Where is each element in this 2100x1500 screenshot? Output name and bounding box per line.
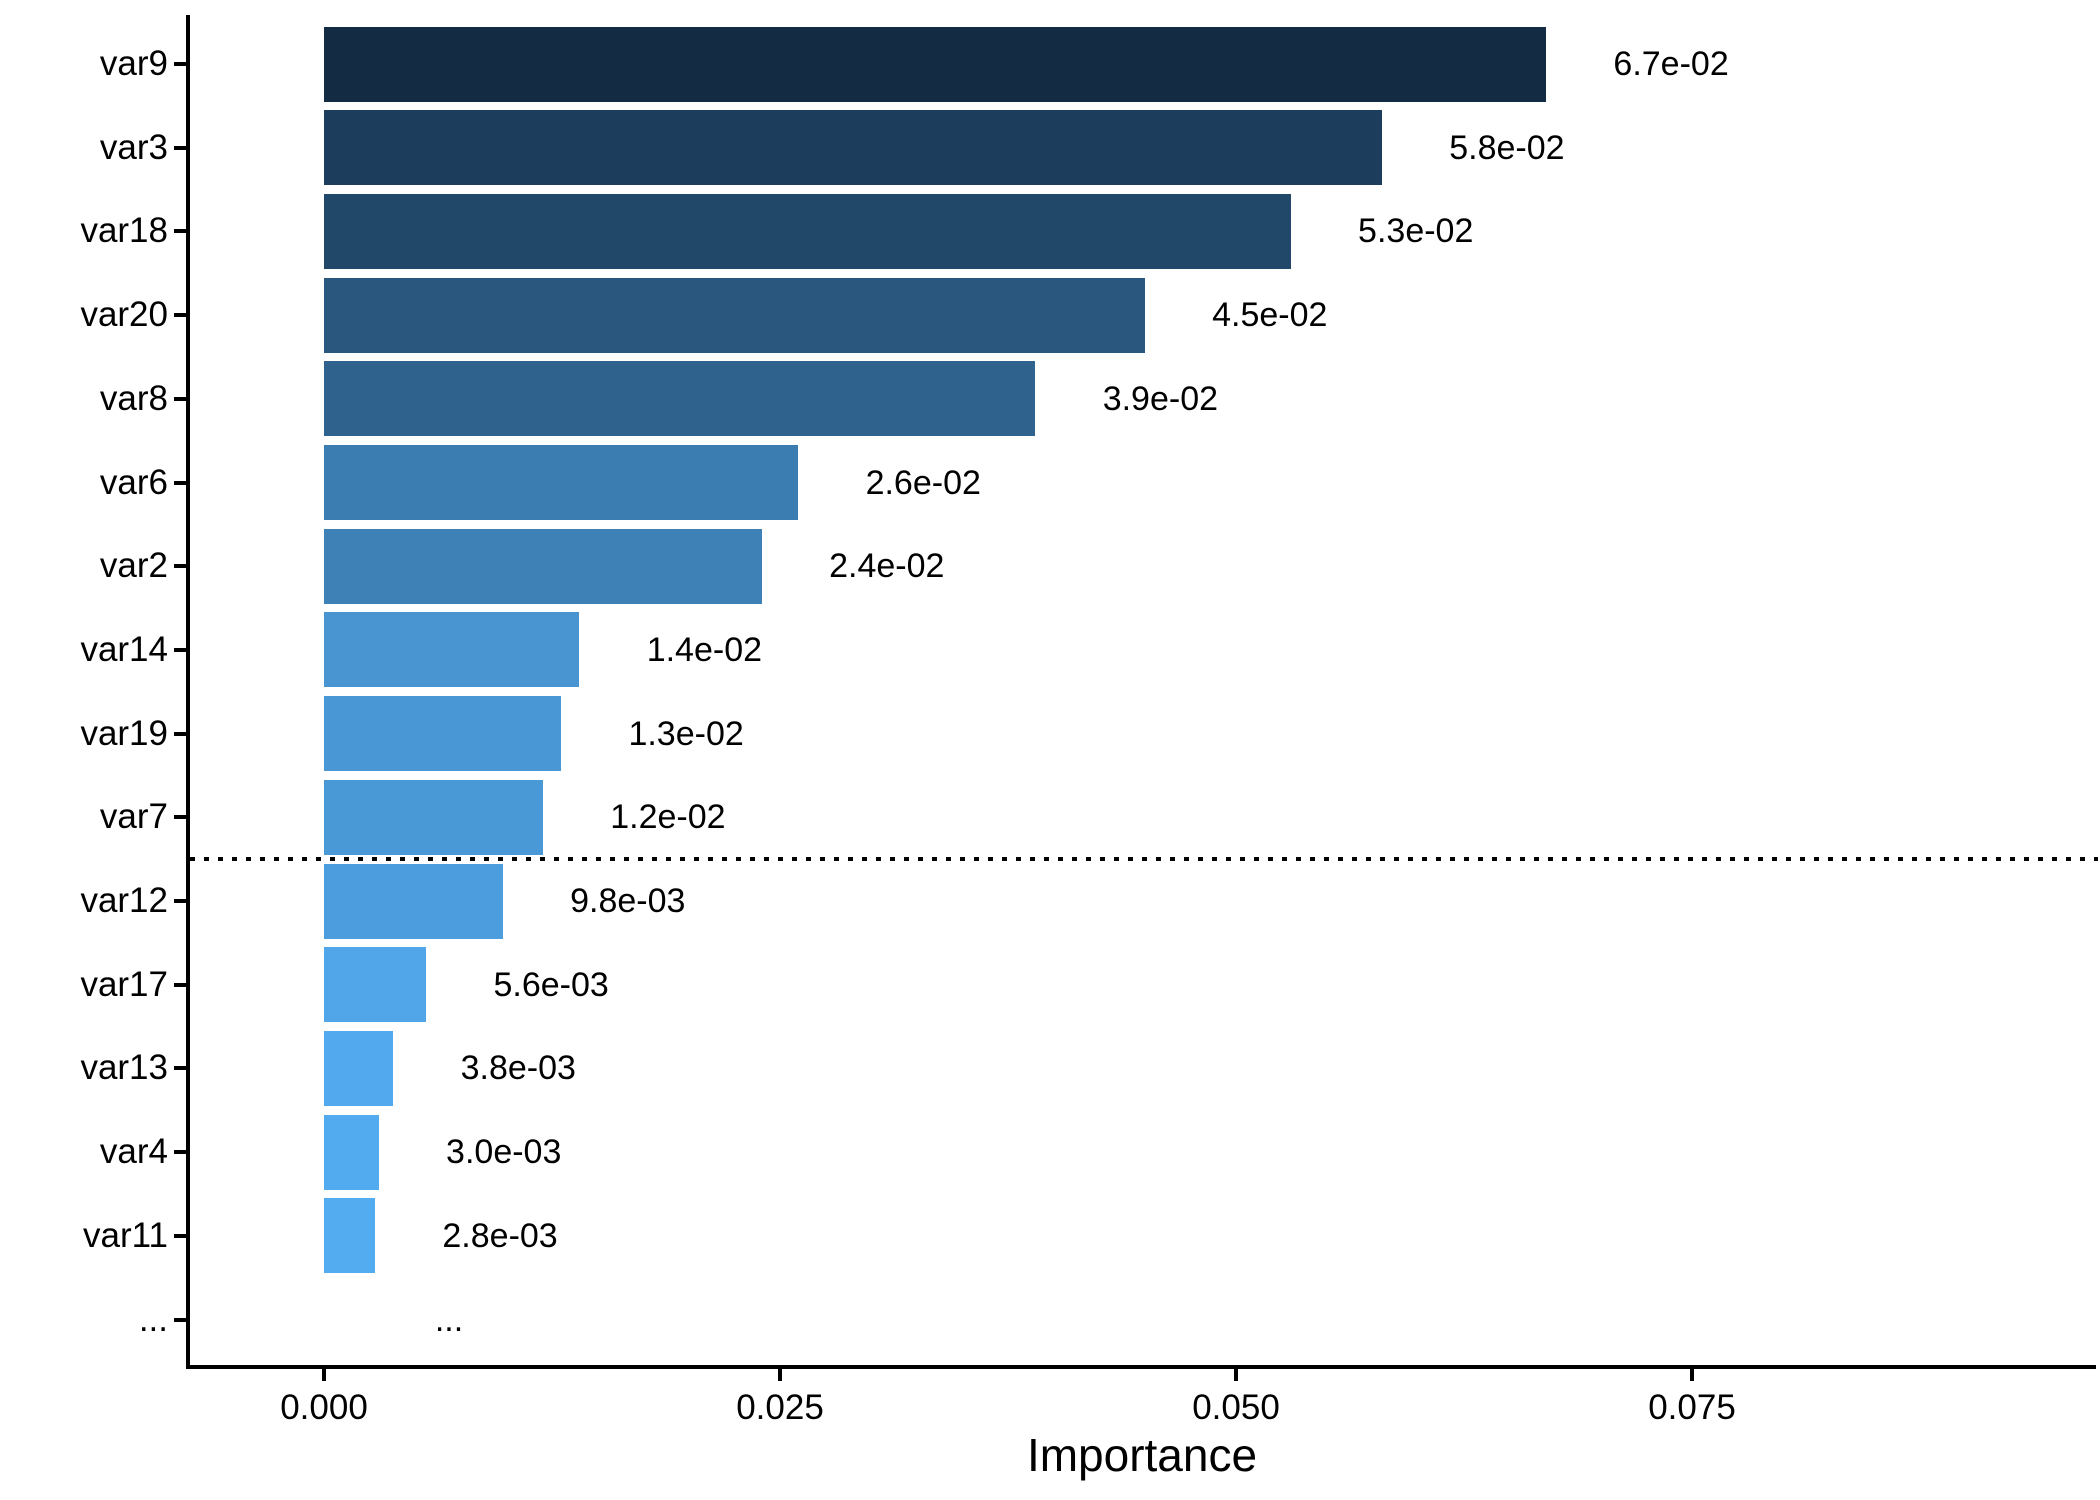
y-axis-tick — [174, 982, 186, 987]
importance-bar-var17 — [324, 947, 427, 1023]
importance-bar-var20 — [324, 277, 1145, 353]
bar-value-label: 2.6e-02 — [865, 463, 981, 502]
bar-value-label: 9.8e-03 — [570, 882, 686, 920]
y-axis-label-var13: var13 — [80, 1048, 168, 1088]
y-axis-label-var12: var12 — [80, 881, 168, 920]
y-axis-label-var4: var4 — [99, 1132, 168, 1172]
y-axis-tick — [174, 313, 186, 318]
importance-bar-var18 — [324, 193, 1291, 269]
x-axis-title: Importance — [1026, 1429, 1258, 1481]
bar-value-label: 5.3e-02 — [1358, 212, 1474, 251]
bar-value-label: 3.0e-03 — [446, 1133, 562, 1172]
y-axis-tick — [174, 229, 186, 234]
y-axis-tick — [174, 564, 186, 569]
y-axis-label-var18: var18 — [80, 211, 168, 251]
importance-bar-var8 — [324, 361, 1036, 437]
x-axis-tick-label: 0.075 — [1648, 1388, 1736, 1427]
x-axis-tick — [1234, 1369, 1238, 1381]
bar-value-label: 1.4e-02 — [646, 630, 763, 669]
x-axis-tick — [322, 1369, 326, 1381]
x-axis-tick-label: 0.050 — [1192, 1388, 1280, 1427]
y-axis-label-var11: var11 — [83, 1215, 168, 1255]
x-axis-tick — [1690, 1369, 1694, 1381]
importance-bar-var11 — [324, 1198, 376, 1274]
y-axis-tick — [174, 731, 186, 736]
y-axis-tick — [174, 815, 186, 820]
bar-value-label: 3.9e-02 — [1102, 379, 1219, 418]
y-axis-label-var3: var3 — [99, 127, 168, 167]
y-axis-tick — [174, 899, 186, 903]
bar-value-label: 5.8e-02 — [1449, 128, 1565, 167]
bar-value-label: 5.6e-03 — [493, 965, 609, 1004]
y-axis-tick — [174, 647, 186, 652]
importance-bar-var4 — [324, 1114, 379, 1190]
y-axis-tick — [174, 1317, 186, 1322]
bar-value-label: 1.3e-02 — [628, 714, 744, 753]
y-axis-label-: ... — [138, 1299, 168, 1339]
y-axis-tick — [174, 1233, 186, 1238]
y-axis-label-var6: var6 — [99, 462, 168, 502]
importance-bar-var7 — [324, 779, 543, 855]
y-axis-tick — [174, 145, 186, 150]
y-axis-label-var8: var8 — [99, 378, 168, 418]
importance-bar-var6 — [324, 445, 799, 520]
importance-bar-var19 — [324, 696, 562, 772]
x-axis-tick — [778, 1369, 782, 1381]
y-axis-label-var9: var9 — [99, 44, 168, 83]
y-axis-label-var14: var14 — [80, 629, 168, 669]
y-axis-tick — [174, 1066, 186, 1071]
bar-value-label: 2.8e-03 — [442, 1216, 558, 1255]
importance-bar-var13 — [324, 1030, 394, 1106]
y-axis-tick — [174, 1150, 186, 1155]
x-axis-tick-label: 0.000 — [280, 1388, 368, 1427]
y-axis-line — [186, 15, 190, 1369]
bar-value-label: 6.7e-02 — [1613, 45, 1729, 83]
bar-value-label: ... — [434, 1300, 464, 1339]
importance-bar-var2 — [324, 528, 762, 604]
y-axis-label-var17: var17 — [80, 964, 168, 1004]
importance-bar-var12 — [324, 863, 503, 939]
bar-value-label: 3.8e-03 — [460, 1049, 576, 1088]
bar-value-label: 4.5e-02 — [1212, 296, 1328, 335]
bar-value-label: 1.2e-02 — [610, 798, 726, 837]
top10-cutoff-dotted-line — [190, 857, 2098, 862]
x-axis-tick-label: 0.025 — [736, 1388, 824, 1427]
y-axis-tick — [174, 396, 186, 401]
bar-value-label: 2.4e-02 — [829, 547, 945, 586]
y-axis-tick — [174, 480, 186, 485]
y-axis-label-var2: var2 — [99, 546, 168, 586]
importance-bar-var9 — [324, 26, 1547, 102]
x-axis-line — [186, 1365, 2096, 1369]
importance-bar-var14 — [324, 612, 580, 688]
y-axis-tick — [174, 62, 186, 66]
importance-bar-var3 — [324, 110, 1382, 186]
y-axis-label-var20: var20 — [80, 295, 168, 335]
y-axis-label-var7: var7 — [99, 797, 168, 837]
y-axis-label-var19: var19 — [80, 713, 168, 753]
